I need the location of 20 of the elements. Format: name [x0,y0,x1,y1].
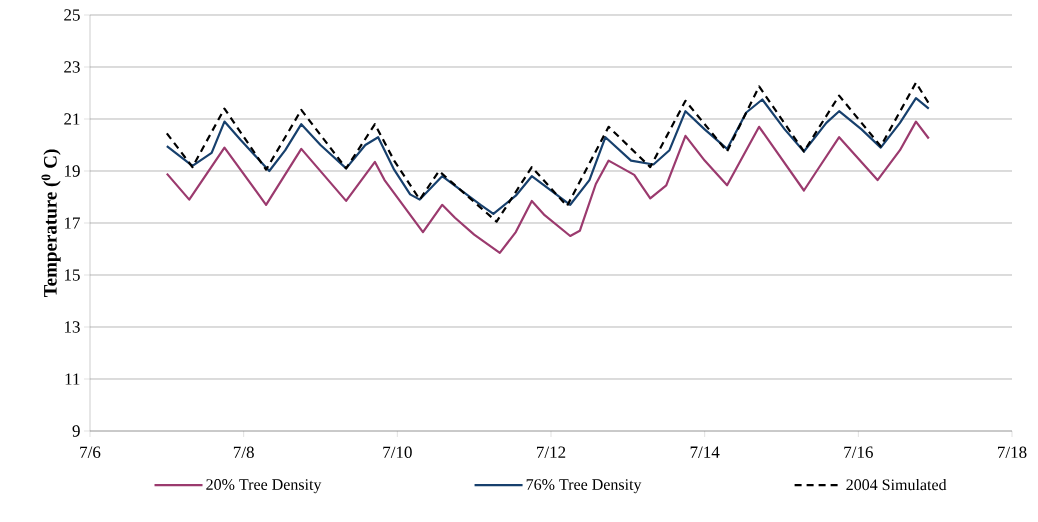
y-tick-label: 13 [64,321,80,333]
x-tick-label: 7/10 [383,446,412,459]
legend-label: 76% Tree Density [526,479,642,494]
legend-label: 20% Tree Density [206,479,322,494]
x-tick-label: 7/6 [80,446,101,458]
y-tick-label: 25 [64,9,80,21]
y-axis-title: Temperature ($^{0}$ C) [41,149,61,297]
x-tick-label: 7/14 [690,446,720,458]
x-tick-label: 7/8 [233,446,254,459]
y-tick-label: 9 [72,425,80,437]
x-tick-label: 7/18 [998,446,1027,459]
x-tick-label: 7/16 [844,446,873,458]
y-tick-label: 15 [64,269,80,281]
y-tick-label: 19 [64,165,80,177]
y-tick-label: 17 [64,217,80,229]
y-tick-label: 21 [64,113,80,125]
x-tick-label: 7/12 [537,446,566,458]
legend-label: 2004 Simulated [846,478,947,491]
y-tick-label: 23 [64,61,80,73]
y-tick-label: 11 [65,373,80,385]
